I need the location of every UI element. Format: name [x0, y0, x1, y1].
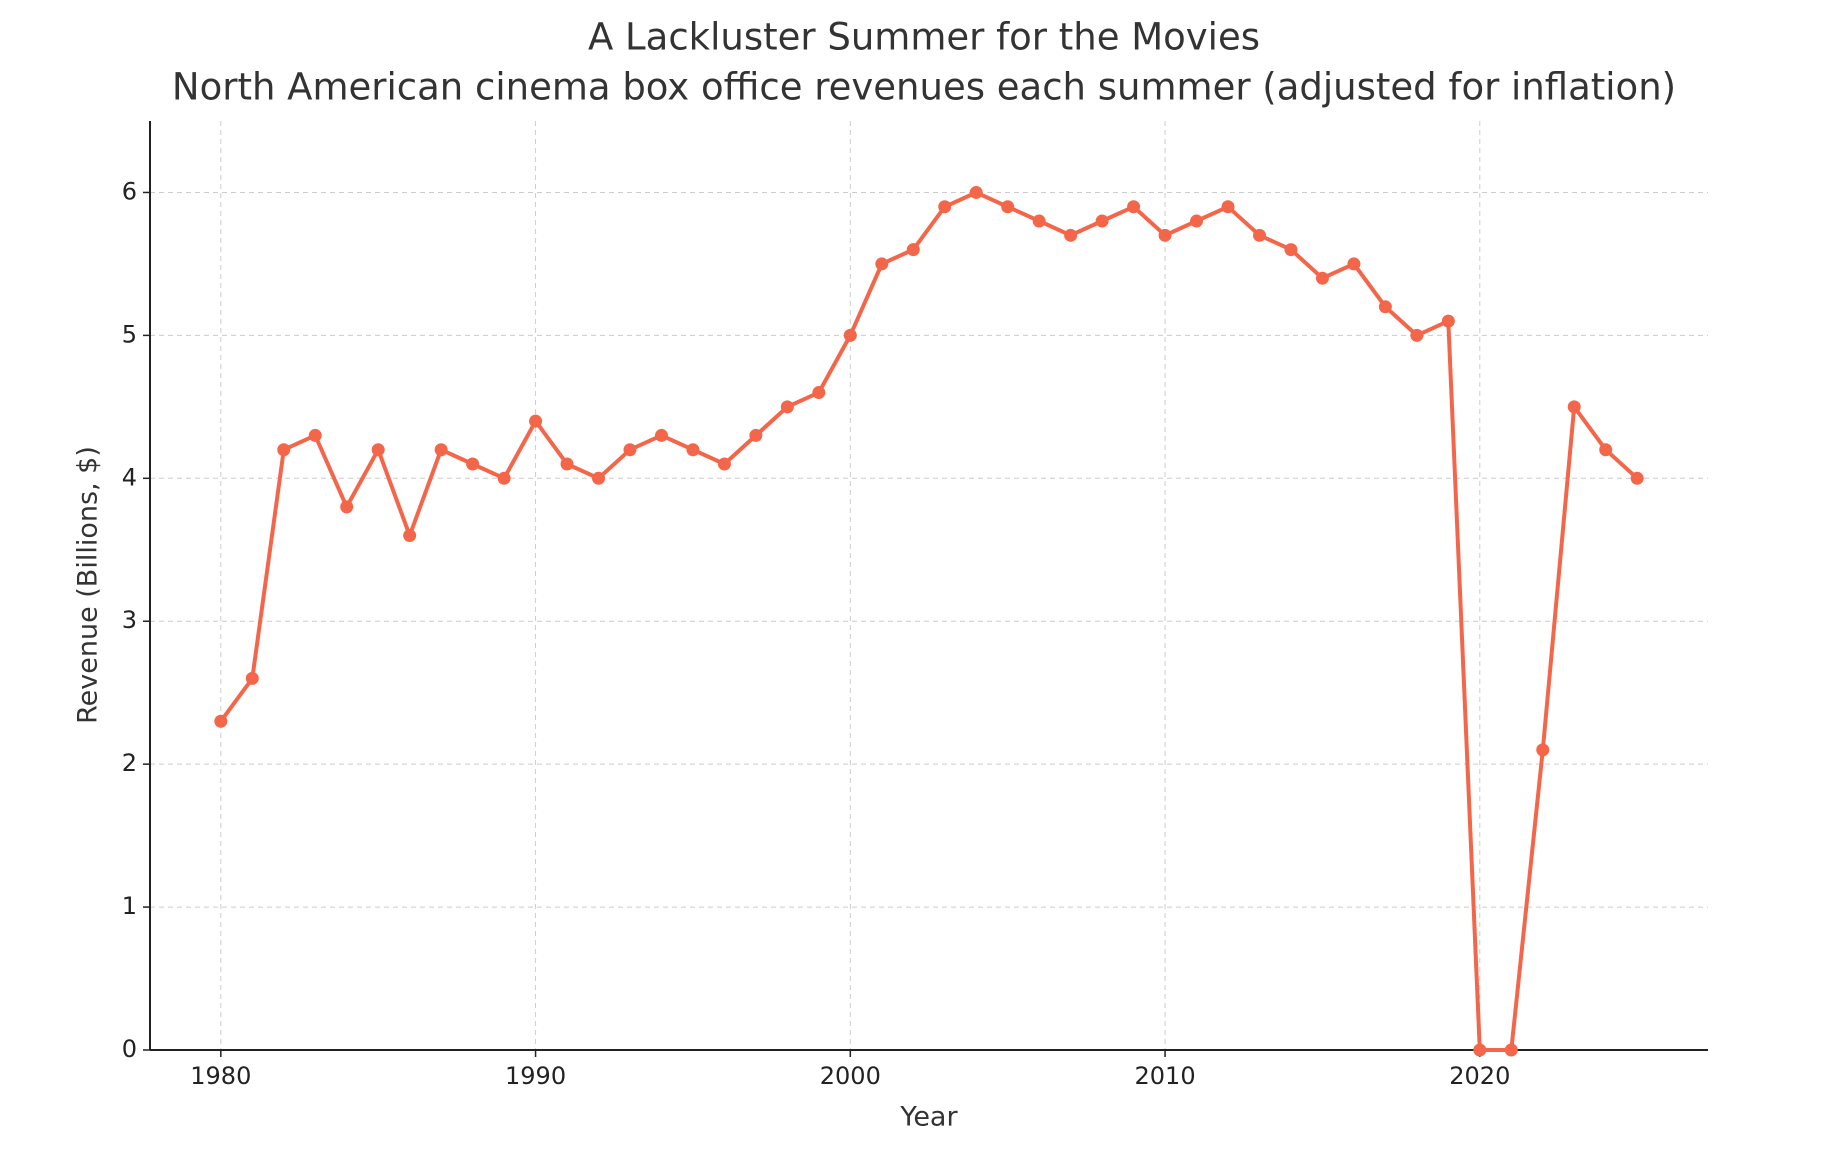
data-point [466, 457, 480, 471]
y-tick-label: 4 [122, 463, 137, 491]
data-point [1032, 214, 1046, 228]
x-tick-label: 2000 [820, 1062, 881, 1090]
chart-title: A Lackluster Summer for the Movies [588, 16, 1260, 59]
data-point [1190, 214, 1204, 228]
data-point [1284, 243, 1298, 257]
data-point [1567, 400, 1581, 414]
data-line [219, 190, 1639, 1052]
data-point [560, 457, 574, 471]
data-point [1347, 257, 1361, 271]
data-point [1410, 328, 1424, 342]
data-point [749, 428, 763, 442]
y-axis-label: Revenue (Billions, $) [73, 446, 104, 724]
y-tick-label: 1 [122, 892, 137, 920]
x-tick-label: 1980 [190, 1062, 251, 1090]
data-point [529, 414, 543, 428]
data-point [497, 471, 511, 485]
y-tick-label: 3 [122, 606, 137, 634]
data-point [1127, 200, 1141, 214]
chart-subtitle: North American cinema box office revenue… [172, 66, 1676, 109]
x-tick-label: 2010 [1135, 1062, 1196, 1090]
data-point [592, 471, 606, 485]
data-point [277, 443, 291, 457]
data-point [717, 457, 731, 471]
data-point [654, 428, 668, 442]
data-point [1599, 443, 1613, 457]
data-point [245, 671, 259, 685]
data-point [686, 443, 700, 457]
x-tick-label: 1990 [505, 1062, 566, 1090]
data-point [1441, 314, 1455, 328]
data-point [1252, 228, 1266, 242]
data-point [938, 200, 952, 214]
data-point [1630, 471, 1644, 485]
data-point [1536, 743, 1550, 757]
data-point [1504, 1043, 1518, 1057]
data-point [1473, 1043, 1487, 1057]
data-point [969, 185, 983, 199]
data-point [403, 528, 417, 542]
data-point [434, 443, 448, 457]
x-tick-label: 2020 [1449, 1062, 1510, 1090]
data-point [812, 386, 826, 400]
y-tick-label: 2 [122, 749, 137, 777]
y-tick-label: 5 [122, 320, 137, 348]
data-point [1001, 200, 1015, 214]
y-tick-label: 6 [122, 177, 137, 205]
data-point [1315, 271, 1329, 285]
data-point [371, 443, 385, 457]
data-point [308, 428, 322, 442]
data-point [906, 243, 920, 257]
x-axis-label: Year [899, 1102, 958, 1133]
data-point [1064, 228, 1078, 242]
data-point [1378, 300, 1392, 314]
data-point [623, 443, 637, 457]
data-point [780, 400, 794, 414]
data-point [214, 714, 228, 728]
data-point [1095, 214, 1109, 228]
data-point [1221, 200, 1235, 214]
data-point [1158, 228, 1172, 242]
y-tick-label: 0 [122, 1035, 137, 1063]
data-point [843, 328, 857, 342]
data-point [875, 257, 889, 271]
data-point [340, 500, 354, 514]
